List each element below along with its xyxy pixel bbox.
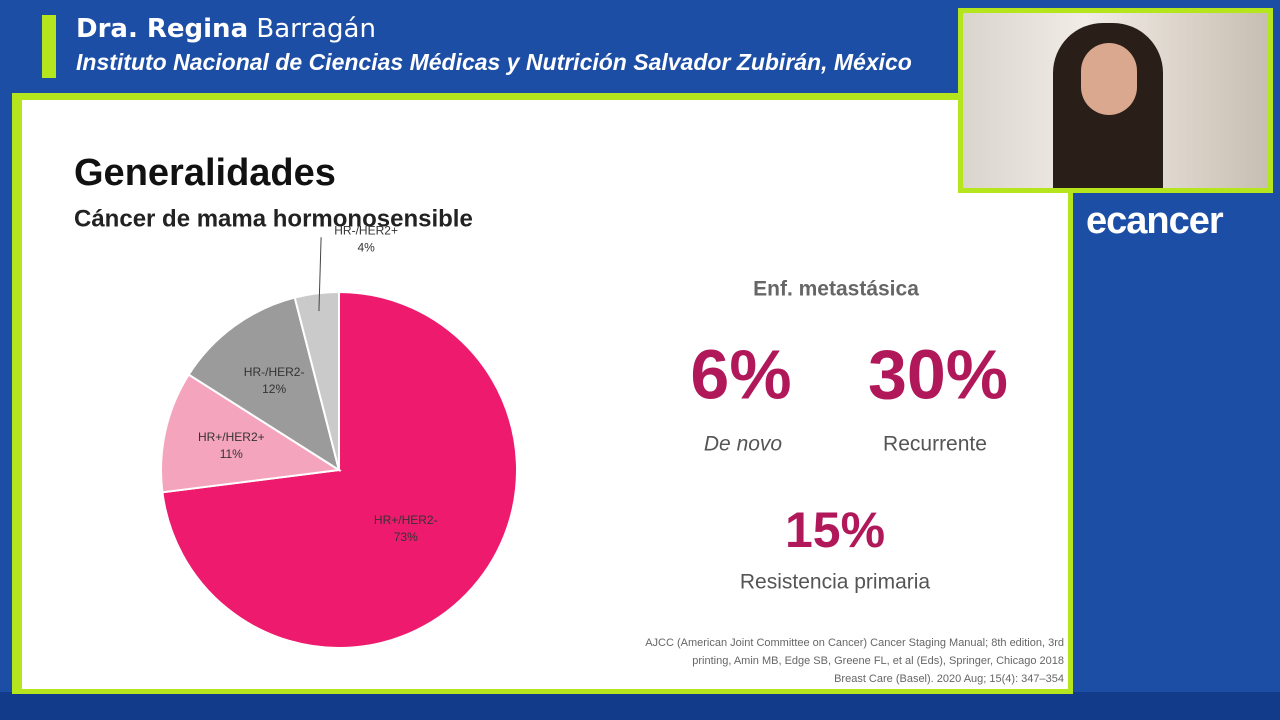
- slice-value: 73%: [394, 530, 418, 544]
- citation-line: Breast Care (Basel). 2020 Aug; 15(4): 34…: [834, 673, 1064, 685]
- stat-label: Resistencia primaria: [740, 571, 931, 594]
- bottom-band: [0, 692, 1280, 720]
- name-bold: Dra. Regina: [76, 14, 249, 44]
- stat-label: Recurrente: [883, 433, 987, 456]
- accent-bar: [42, 15, 56, 78]
- pie-slice: [160, 373, 342, 494]
- citation-line: printing, Amin MB, Edge SB, Greene FL, e…: [692, 655, 1064, 667]
- slide-canvas: Generalidades Cáncer de mama hormonosens…: [74, 152, 1064, 685]
- stat-value: 15%: [785, 502, 885, 558]
- slice-value: 11%: [220, 447, 243, 461]
- stats-heading: Enf. metastásica: [753, 278, 919, 301]
- stat-label: De novo: [704, 433, 783, 456]
- slide-subtitle: Cáncer de mama hormonosensible: [74, 205, 473, 232]
- name-rest: Barragán: [256, 14, 376, 44]
- speaker-name: Dra. Regina Barragán: [76, 14, 376, 44]
- webcam-feed: [958, 8, 1273, 193]
- webcam-face: [1081, 43, 1137, 115]
- slice-label: HR+/HER2-: [374, 513, 438, 527]
- slice-value: 4%: [357, 240, 375, 254]
- institution: Instituto Nacional de Ciencias Médicas y…: [76, 49, 912, 75]
- citation-line: AJCC (American Joint Committee on Cancer…: [645, 637, 1064, 649]
- slice-label: HR+/HER2+: [198, 430, 265, 444]
- slide-title: Generalidades: [74, 152, 336, 194]
- brand-logo: ecancer: [1086, 200, 1224, 242]
- leader-line: [318, 237, 322, 312]
- pie-slice: [187, 296, 341, 473]
- pie-slice: [293, 290, 340, 471]
- stat-value: 30%: [868, 335, 1008, 413]
- pie-chart: HR+/HER2- 73% HR+/HER2+ 11% HR-/HER2- 12% HR-/…: [160, 223, 518, 649]
- slice-value: 12%: [262, 382, 286, 396]
- slice-label: HR-/HER2-: [244, 365, 305, 379]
- slice-label: HR-/HER2+: [334, 223, 398, 237]
- stat-value: 6%: [690, 335, 791, 413]
- slide: Generalidades Cáncer de mama hormonosens…: [12, 93, 1073, 694]
